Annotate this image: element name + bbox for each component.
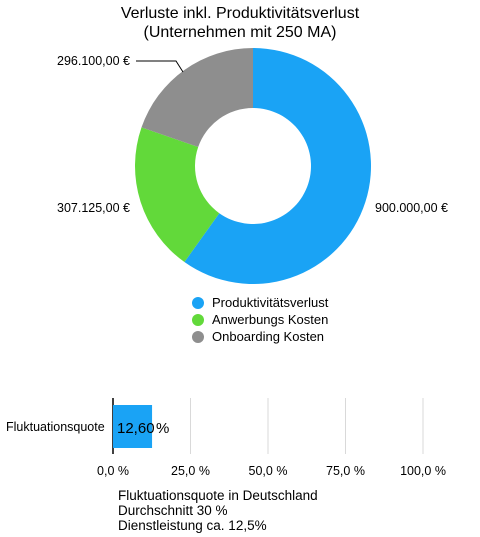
bar-x-tick-label: 75,0 %	[326, 464, 365, 478]
bar-value-unit: %	[156, 420, 169, 437]
bar-fluktuationsquote	[113, 405, 153, 448]
donut-value-label-productivity: 900.000,00 €	[375, 201, 448, 215]
note-line3: Dienstleistung ca. 12,5%	[118, 518, 267, 533]
donut-slice-onboarding	[141, 48, 253, 148]
legend-item-productivity: Produktivitätsverlust	[192, 294, 328, 311]
note-line2: Durchschnitt 30 %	[118, 503, 228, 518]
bar-value-label: 12,60	[117, 420, 155, 437]
donut-slice-productivity	[184, 48, 372, 284]
legend-swatch-onboarding	[192, 330, 204, 343]
legend-label-recruiting: Anwerbungs Kosten	[212, 312, 329, 327]
legend-swatch-productivity	[192, 296, 204, 309]
bar-chart: 0,0 % 25,0 % 50,0 % 75,0 % 100,0 % Fluktuatio…	[6, 398, 446, 478]
donut-title-line2: (Unternehmen mit 250 MA)	[143, 24, 337, 41]
donut-slice-recruiting	[135, 127, 220, 263]
donut-value-label-recruiting: 307.125,00 €	[57, 201, 130, 215]
legend-item-onboarding: Onboarding Kosten	[192, 328, 328, 345]
legend-label-onboarding: Onboarding Kosten	[212, 329, 325, 344]
donut-chart-title: Verluste inkl. Produktivitätsverlust (Un…	[0, 4, 480, 42]
donut-chart: 900.000,00 € 307.125,00 € 296.100,00 €	[57, 48, 448, 284]
bar-x-tick-label: 50,0 %	[249, 464, 288, 478]
turnover-note: Fluktuationsquote in Deutschland Durchsc…	[118, 488, 318, 533]
bar-x-tick-label: 0,0 %	[97, 464, 129, 478]
note-line1: Fluktuationsquote in Deutschland	[118, 488, 318, 503]
bar-category-label: Fluktuationsquote	[6, 420, 105, 434]
donut-title-line1: Verluste inkl. Produktivitätsverlust	[120, 5, 360, 22]
bar-x-tick-label: 25,0 %	[171, 464, 210, 478]
donut-leader-line-onboarding	[136, 60, 184, 73]
donut-value-label-onboarding: 296.100,00 €	[57, 54, 130, 68]
legend-item-recruiting: Anwerbungs Kosten	[192, 311, 328, 328]
donut-legend: Produktivitätsverlust Anwerbungs Kosten …	[192, 294, 328, 345]
legend-swatch-recruiting	[192, 313, 204, 326]
legend-label-productivity: Produktivitätsverlust	[212, 295, 329, 310]
bar-x-tick-label: 100,0 %	[400, 464, 446, 478]
